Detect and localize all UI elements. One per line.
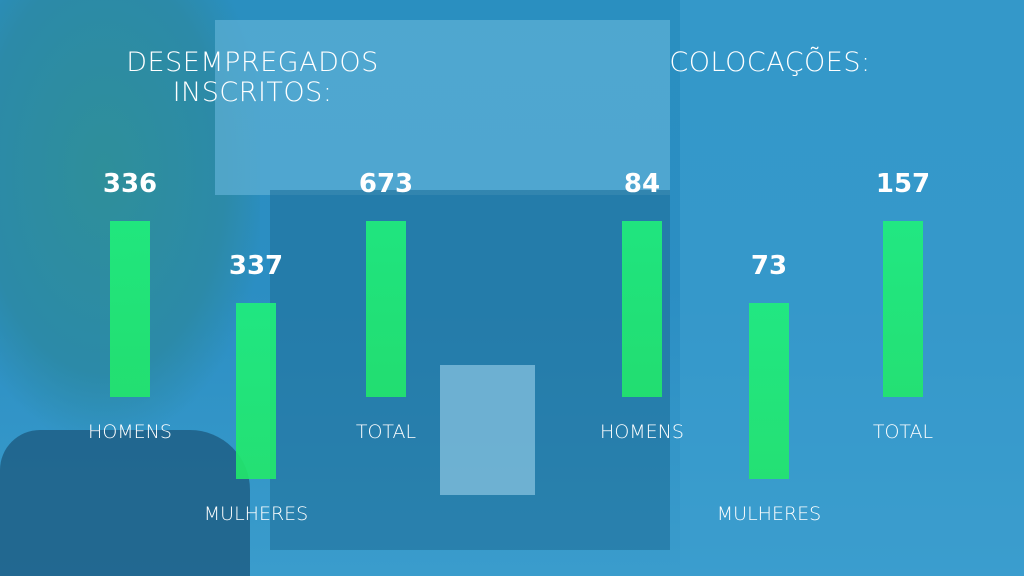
car <box>0 430 250 576</box>
kiosk <box>440 365 535 495</box>
panel-title: DESEMPREGADOS INSCRITOS: <box>126 47 379 108</box>
bar <box>749 303 789 479</box>
panel-title: COLOCAÇÕES: <box>669 47 871 78</box>
bar <box>110 221 150 397</box>
value-label: 673 <box>358 169 414 199</box>
category-label: MULHERES <box>203 503 309 525</box>
building-sign <box>215 20 670 195</box>
category-label: TOTAL <box>355 421 417 443</box>
bar <box>622 221 662 397</box>
category-label: HOMENS <box>88 421 172 443</box>
value-label: 157 <box>875 169 931 199</box>
value-label: 84 <box>623 169 661 199</box>
bar <box>236 303 276 479</box>
value-label: 336 <box>102 169 158 199</box>
category-label: TOTAL <box>872 421 934 443</box>
bar <box>366 221 406 397</box>
category-label: HOMENS <box>600 421 684 443</box>
value-label: 337 <box>228 251 284 281</box>
bar <box>883 221 923 397</box>
value-label: 73 <box>750 251 788 281</box>
wall <box>680 0 1024 576</box>
category-label: MULHERES <box>716 503 822 525</box>
